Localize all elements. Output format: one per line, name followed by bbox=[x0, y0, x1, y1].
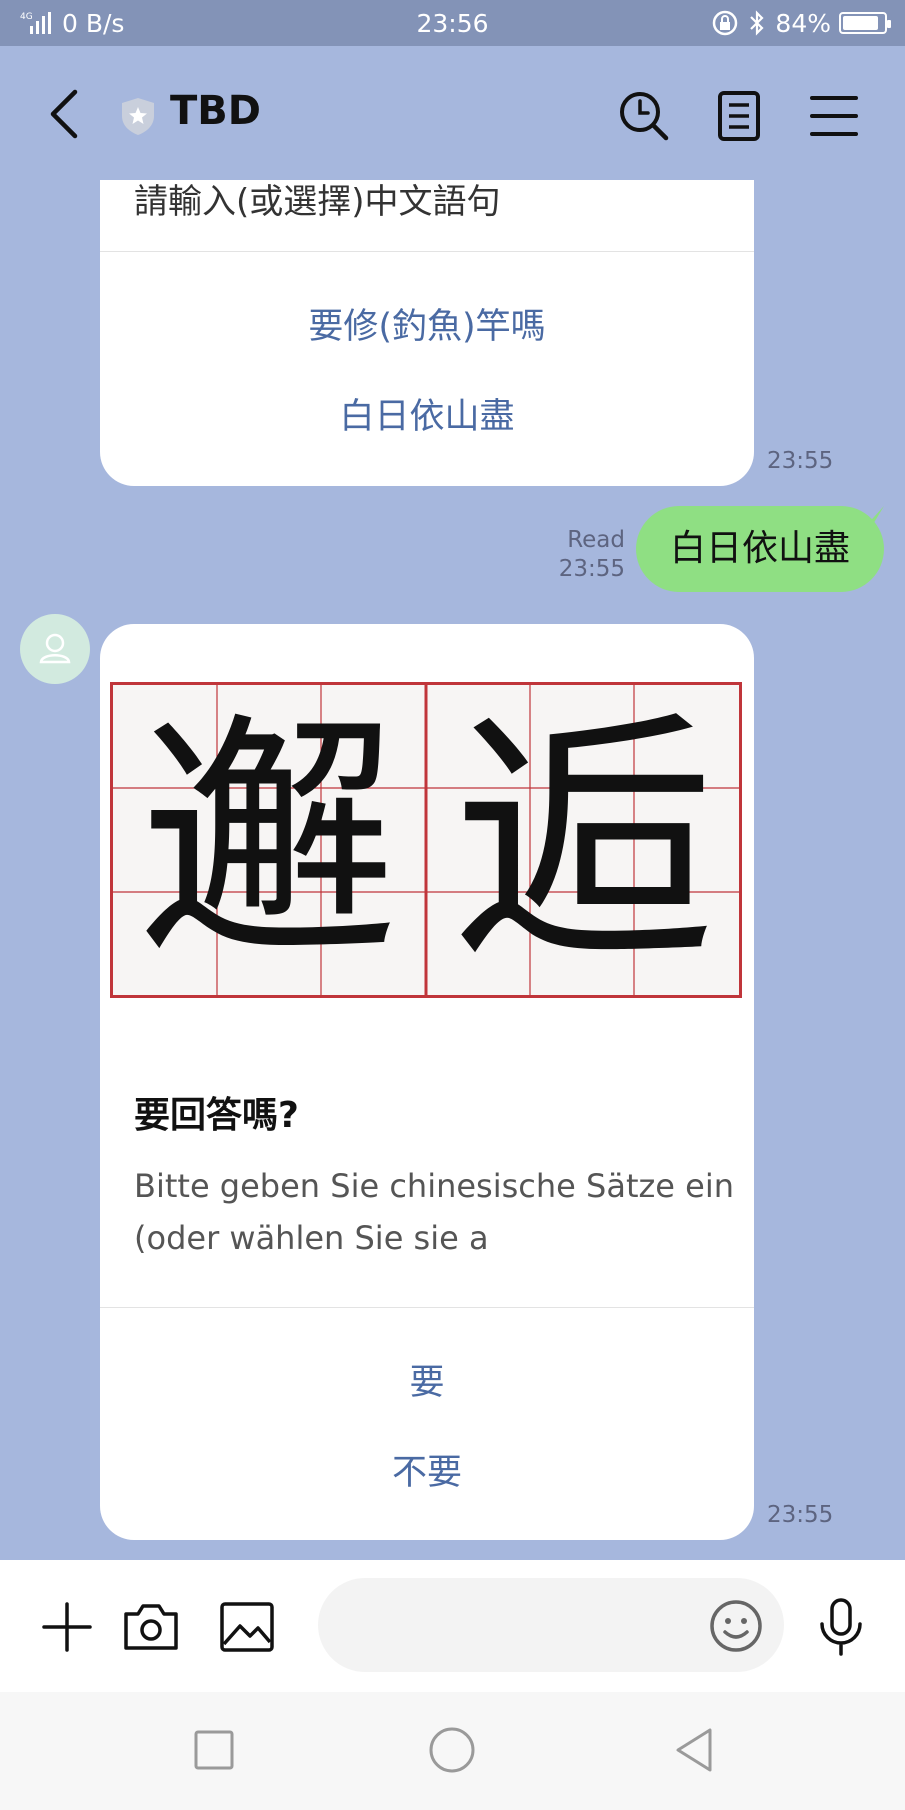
recent-apps-icon[interactable] bbox=[186, 1722, 242, 1778]
message-input[interactable] bbox=[318, 1578, 784, 1672]
chat-title: TBD bbox=[170, 88, 261, 134]
calligraphy-image: 邂 逅 bbox=[110, 682, 742, 998]
network-speed: 0 B/s bbox=[62, 8, 125, 38]
calligraphy-grid bbox=[113, 685, 739, 995]
camera-icon[interactable] bbox=[120, 1596, 182, 1658]
status-right: 84% bbox=[711, 0, 891, 46]
action-baiyi[interactable]: 白日依山盡 bbox=[339, 397, 515, 437]
calligraphy-char-1: 邂 bbox=[138, 692, 398, 994]
calligraphy-char-2: 逅 bbox=[454, 692, 714, 994]
status-bar: 4G 0 B/s 23:56 84% bbox=[0, 0, 905, 46]
system-nav-bar bbox=[0, 1692, 905, 1810]
search-clock-icon[interactable] bbox=[616, 88, 672, 144]
svg-text:4G: 4G bbox=[20, 12, 33, 22]
card-description: Bitte geben Sie chinesische Sätze ein (o… bbox=[134, 1167, 734, 1257]
image-icon[interactable] bbox=[216, 1596, 278, 1658]
home-icon[interactable] bbox=[424, 1722, 480, 1778]
status-left: 4G 0 B/s bbox=[20, 0, 124, 46]
mic-icon[interactable] bbox=[810, 1596, 872, 1658]
card-divider bbox=[100, 1307, 754, 1308]
action-no[interactable]: 不要 bbox=[391, 1453, 462, 1493]
chat-header: TBD bbox=[0, 46, 905, 180]
message-time: 23:55 bbox=[767, 1502, 834, 1528]
read-receipt: Read 23:55 bbox=[555, 526, 625, 584]
back-nav-icon[interactable] bbox=[668, 1722, 724, 1778]
sent-time: 23:55 bbox=[558, 556, 625, 582]
back-icon[interactable] bbox=[40, 84, 90, 144]
emoji-icon[interactable] bbox=[706, 1596, 766, 1656]
bluetooth-icon bbox=[750, 10, 764, 36]
prev-message-card: 請輸入(或選擇)中文語句 要修(釣魚)竿嗎 白日依山盡 bbox=[100, 180, 754, 486]
menu-icon[interactable] bbox=[806, 88, 862, 144]
battery-percent: 84% bbox=[775, 8, 831, 38]
battery-icon bbox=[839, 12, 891, 34]
signal-icon: 4G bbox=[20, 12, 51, 34]
action-yes[interactable]: 要 bbox=[409, 1363, 445, 1403]
notes-icon[interactable] bbox=[711, 88, 767, 144]
user-icon bbox=[39, 633, 71, 664]
rotation-lock-icon bbox=[713, 10, 738, 36]
plus-icon[interactable] bbox=[36, 1596, 98, 1658]
sent-message-bubble[interactable]: 白日依山盡 bbox=[636, 506, 884, 592]
read-label: Read bbox=[567, 527, 625, 553]
action-fishing-rod[interactable]: 要修(釣魚)竿嗎 bbox=[308, 307, 546, 347]
prev-card-text: 請輸入(或選擇)中文語句 bbox=[134, 182, 501, 222]
message-time: 23:55 bbox=[767, 448, 834, 474]
status-time: 23:56 bbox=[416, 9, 489, 38]
card-divider bbox=[100, 251, 754, 252]
avatar[interactable] bbox=[20, 614, 90, 684]
bot-message-card: 邂 逅 要回答嗎? Bitte geben Sie chinesische Sä… bbox=[100, 624, 754, 1540]
card-title: 要回答嗎? bbox=[134, 1095, 299, 1136]
input-bar bbox=[0, 1560, 905, 1692]
shield-icon bbox=[122, 98, 154, 135]
